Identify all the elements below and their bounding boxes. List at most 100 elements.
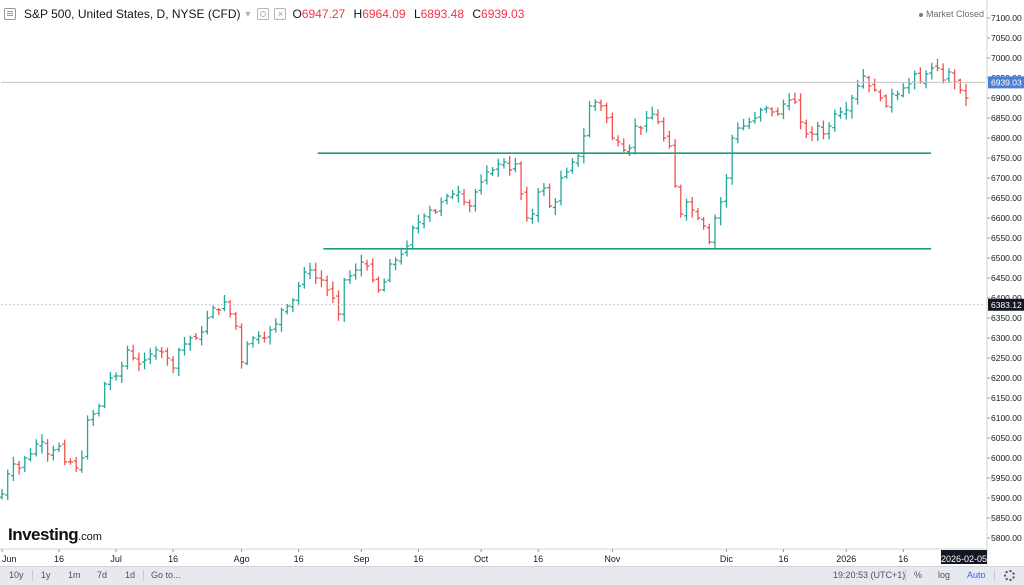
ohlc-values: O6947.27 H6964.09 L6893.48 C6939.03: [292, 7, 529, 21]
ohlc-bar: [906, 77, 912, 94]
y-tick-label: 6300.00: [991, 333, 1022, 343]
ohlc-bar: [73, 457, 79, 472]
ohlc-bar: [900, 83, 906, 98]
status-dot-icon: [918, 12, 923, 17]
ohlc-bar: [843, 102, 849, 120]
x-tick-label: Oct: [474, 554, 489, 564]
ohlc-bar: [758, 107, 764, 122]
ohlc-bar: [895, 90, 901, 101]
ohlc-bar: [136, 352, 142, 372]
ohlc-bar: [855, 79, 861, 105]
ohlc-bar: [712, 214, 718, 250]
ohlc-bar: [507, 155, 513, 176]
ohlc-bar: [10, 456, 16, 482]
ohlc-bar: [193, 333, 199, 340]
range-1m-button[interactable]: 1m: [68, 570, 81, 580]
ohlc-bar: [957, 78, 963, 94]
range-7d-button[interactable]: 7d: [97, 570, 108, 580]
range-1y-button[interactable]: 1y: [41, 570, 51, 580]
ohlc-bar: [558, 170, 564, 206]
ohlc-bar: [410, 225, 416, 249]
ohlc-bar: [353, 263, 359, 280]
ohlc-bar: [849, 94, 855, 119]
ohlc-bar: [638, 125, 644, 135]
ohlc-bar: [142, 352, 148, 370]
divider: [32, 570, 33, 581]
open-value: 6947.27: [301, 7, 346, 21]
gear-icon[interactable]: [1004, 570, 1015, 581]
ohlc-bar: [746, 117, 752, 130]
ohlc-bar: [199, 325, 205, 346]
percent-scale-toggle[interactable]: %: [914, 570, 923, 580]
ohlc-bar: [290, 298, 296, 313]
clock-time[interactable]: 19:20:53 (UTC+1): [833, 570, 906, 580]
ohlc-bar: [170, 356, 176, 374]
auto-scale-toggle[interactable]: Auto: [967, 570, 986, 580]
ohlc-bar: [763, 105, 769, 114]
x-axis[interactable]: Jun 16 Jul 16 Ago 16 Sep 16 Oct 16 Nov Dic 16 2026 16: [0, 548, 987, 564]
crosshair-price-tag: [988, 298, 1024, 311]
ohlc-bar: [216, 307, 222, 316]
divider: [905, 570, 906, 581]
ohlc-bar: [803, 119, 809, 139]
y-tick-label: 6500.00: [991, 253, 1022, 263]
ohlc-bar: [946, 68, 952, 83]
ohlc-bar: [883, 94, 889, 108]
ohlc-bar: [917, 67, 923, 84]
ohlc-bar: [398, 247, 404, 265]
x-tick-label: Dic: [720, 554, 733, 564]
ohlc-bar: [433, 208, 439, 214]
ohlc-bar: [79, 450, 85, 473]
ohlc-bar: [364, 259, 370, 271]
symbol-title[interactable]: S&P 500, United States, D, NYSE (CFD): [24, 7, 241, 21]
ohlc-bar: [393, 257, 399, 271]
ohlc-bar: [256, 331, 262, 344]
low-label: L: [413, 7, 421, 21]
ohlc-bar: [450, 189, 456, 199]
chevron-down-icon[interactable]: ▼: [243, 9, 253, 19]
ohlc-bar: [490, 167, 496, 177]
ohlc-bar: [159, 347, 165, 358]
ohlc-bar: [632, 118, 638, 155]
high-value: 6964.09: [362, 7, 406, 21]
close-label: C: [472, 7, 482, 21]
ohlc-bar: [581, 128, 587, 164]
bars-layer: [0, 58, 969, 500]
ohlc-bar: [56, 442, 62, 453]
range-1d-button[interactable]: 1d: [125, 570, 136, 580]
ohlc-bar: [427, 205, 433, 222]
settings-icon[interactable]: [257, 8, 270, 20]
ohlc-bar: [307, 262, 313, 280]
ohlc-bar: [626, 144, 632, 157]
ohlc-bar: [780, 99, 786, 120]
investing-logo: Investing.com: [8, 525, 102, 545]
ohlc-bar: [90, 409, 96, 427]
ohlc-bar: [775, 107, 781, 116]
ohlc-bar: [786, 93, 792, 111]
ohlc-bar: [250, 335, 256, 348]
ohlc-bar: [877, 89, 883, 102]
y-tick-label: 6750.00: [991, 153, 1022, 163]
price-chart[interactable]: 5800.00 5850.00 5900.00 5950.00 6000.00 6050.…: [0, 0, 1024, 566]
y-tick-label: 5850.00: [991, 513, 1022, 523]
ohlc-bar: [929, 62, 935, 80]
chart-area[interactable]: 5800.00 5850.00 5900.00 5950.00 6000.00 6050.…: [0, 0, 1024, 566]
range-10y-button[interactable]: 10y: [9, 570, 24, 580]
log-scale-toggle[interactable]: log: [938, 570, 951, 580]
goto-date-button[interactable]: Go to...: [151, 570, 181, 580]
ohlc-bar: [45, 439, 51, 462]
y-tick-label: 6650.00: [991, 193, 1022, 203]
ohlc-bar: [655, 109, 661, 125]
ohlc-bar: [85, 415, 91, 460]
high-label: H: [353, 7, 363, 21]
open-label: O: [292, 7, 302, 21]
ohlc-bar: [221, 295, 227, 312]
ohlc-bar: [952, 69, 958, 90]
ohlc-bar: [512, 157, 518, 173]
y-tick-label: 6200.00: [991, 373, 1022, 383]
close-icon[interactable]: ×: [274, 8, 287, 20]
collapse-icon[interactable]: [4, 8, 16, 20]
ohlc-bar: [438, 197, 444, 217]
ohlc-bar: [815, 121, 821, 142]
crosshair-date-tag: [941, 550, 987, 564]
